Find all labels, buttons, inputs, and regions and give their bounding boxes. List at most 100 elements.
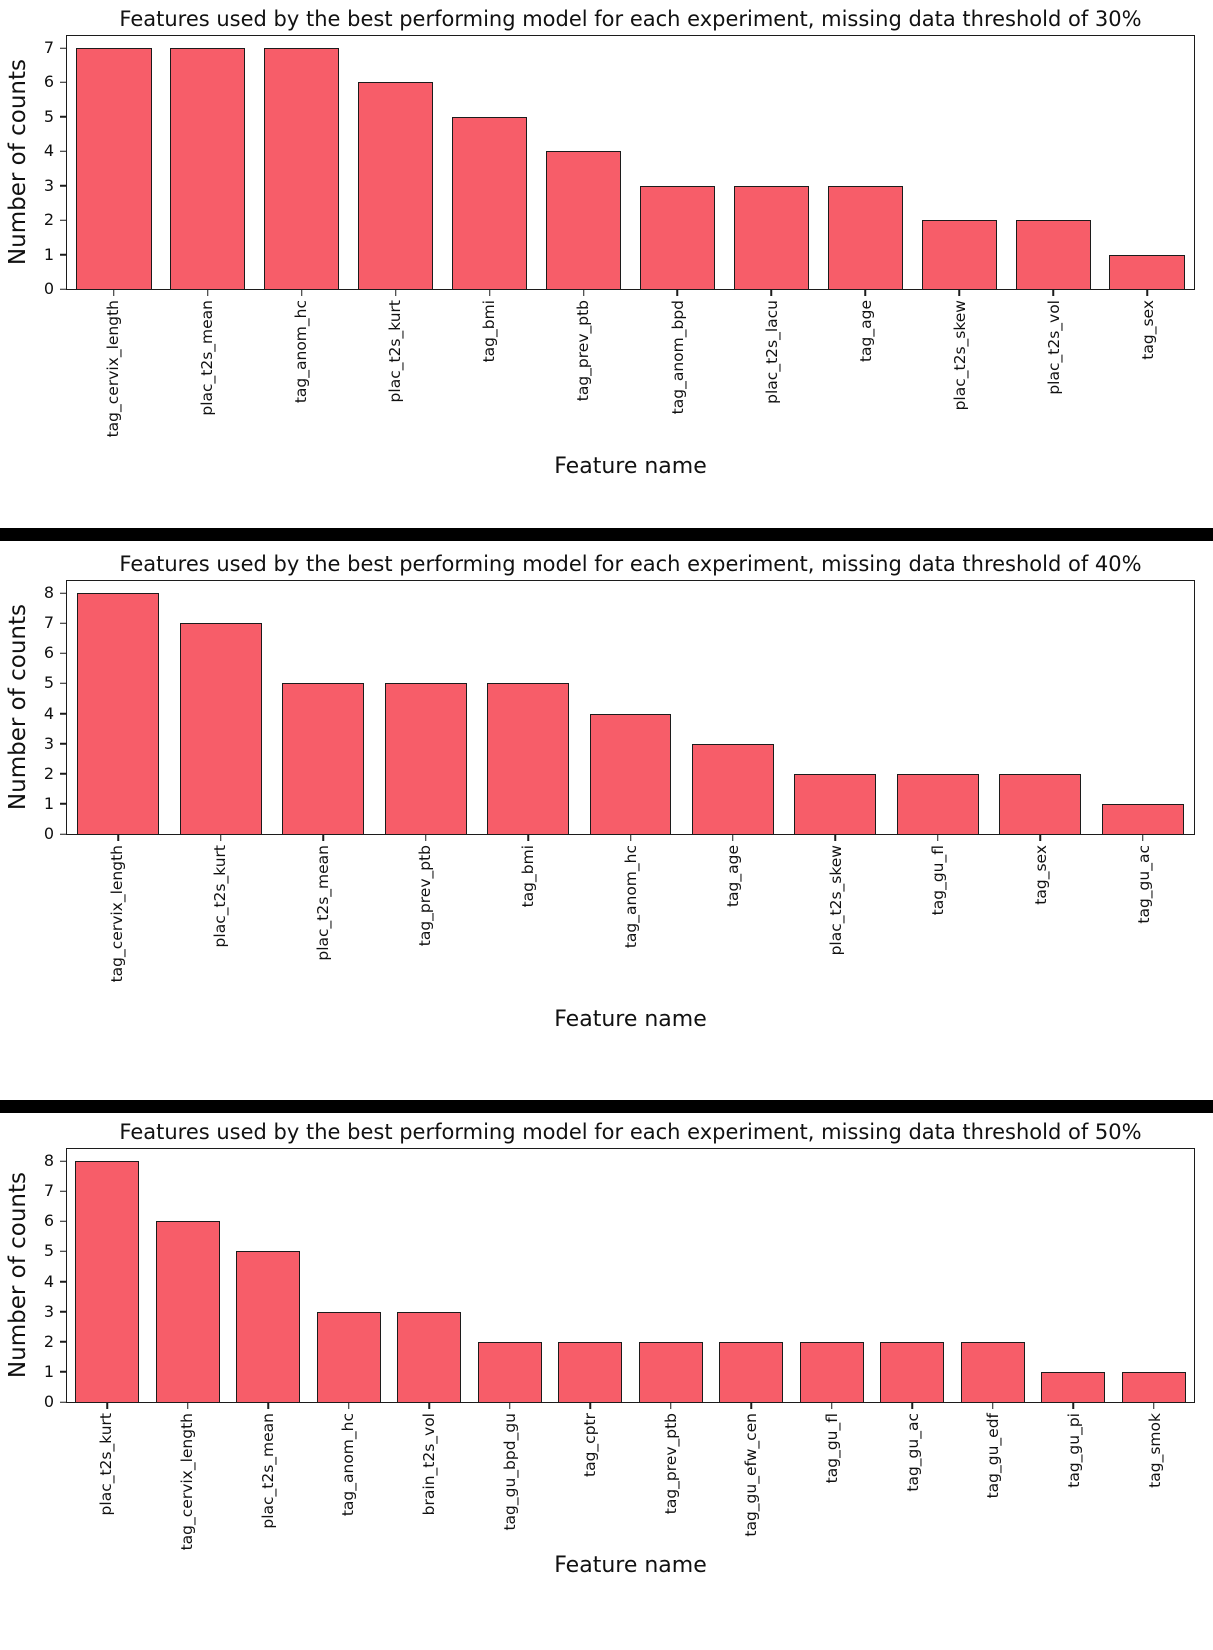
y-tick-mark — [60, 288, 67, 290]
y-tick-mark — [60, 150, 67, 153]
bar-tag_gu_pi — [1041, 1371, 1106, 1402]
x-tick-label: tag_gu_efw_cen — [742, 1413, 761, 1537]
x-tick-label: tag_bmi — [480, 300, 499, 363]
bar-tag_anom_hc — [316, 1311, 381, 1402]
y-axis-label: Number of counts — [5, 59, 31, 266]
x-tick-mark — [629, 834, 632, 841]
y-tick-label: 2 — [43, 763, 54, 783]
x-axis-label-30: Feature name — [554, 454, 707, 479]
y-tick-mark — [60, 1280, 67, 1283]
x-tick-mark — [992, 1402, 994, 1409]
y-tick-label: 6 — [43, 72, 54, 92]
x-tick-mark — [219, 834, 222, 841]
y-tick-mark — [60, 116, 67, 118]
bar-tag_bmi — [487, 683, 570, 834]
x-tick-mark — [1142, 834, 1144, 841]
x-tick-mark — [117, 834, 119, 841]
y-tick-label: 1 — [43, 793, 54, 813]
x-tick-mark — [267, 1402, 269, 1409]
plot-area-40: Number of counts 0 1 2 3 4 5 6 7 8 — [5, 580, 1195, 842]
bar-tag_age — [827, 185, 903, 289]
y-tick-mark — [60, 219, 67, 221]
bar-tag_gu_fl — [799, 1341, 864, 1402]
y-tick-label: 3 — [43, 733, 54, 753]
y-tick-mark — [60, 622, 67, 624]
x-tick-mark — [831, 1402, 833, 1409]
x-tick-label: tag_sex — [1032, 845, 1051, 905]
bar-tag_gu_edf — [960, 1341, 1025, 1402]
y-tick-mark — [60, 742, 67, 745]
x-tick-mark — [394, 289, 397, 296]
y-axis-label: Number of counts — [5, 604, 31, 811]
x-tick-mark — [113, 289, 115, 296]
x-tick-mark — [106, 1402, 108, 1409]
y-tick-label: 6 — [43, 1211, 54, 1231]
y-tick-mark — [60, 1310, 67, 1313]
x-tick-label: plac_t2s_lacu — [762, 300, 781, 404]
bar-tag_cervix_length — [77, 593, 160, 834]
y-tick-label: 4 — [43, 703, 54, 723]
bar-plac_t2s_lacu — [733, 185, 809, 289]
x-tick-mark — [1072, 1402, 1074, 1409]
bar-plac_t2s_kurt — [358, 82, 434, 289]
x-tick-label: tag_cptr — [581, 1413, 600, 1477]
chart-section-threshold-50: Features used by the best performing mod… — [0, 1113, 1213, 1637]
bar-plac_t2s_skew — [794, 773, 877, 834]
y-tick-label: 8 — [43, 583, 54, 603]
x-tick-mark — [187, 1402, 189, 1409]
bar-plac_t2s_kurt — [179, 623, 262, 834]
x-tick-mark — [428, 1402, 430, 1409]
y-tick-mark — [60, 1160, 67, 1162]
x-tick-label: tag_gu_ac — [903, 1413, 922, 1492]
y-tick-label: 0 — [43, 1392, 54, 1411]
y-tick-label: 8 — [43, 1151, 54, 1171]
x-tick-mark — [582, 289, 585, 296]
y-tick-mark — [60, 81, 67, 84]
x-tick-label: tag_age — [724, 845, 743, 908]
x-tick-labels-50: plac_t2s_kurt tag_cervix_length plac_t2s_m… — [66, 1403, 1195, 1551]
y-tick-mark — [60, 773, 67, 775]
chart-title-30: Features used by the best performing mod… — [119, 7, 1142, 31]
x-tick-label: plac_t2s_mean — [198, 300, 217, 416]
y-tick-label: 7 — [43, 613, 54, 633]
x-tick-labels-40: tag_cervix_length plac_t2s_kurt plac_t2s_m… — [66, 835, 1195, 1001]
bar-tag_cptr — [558, 1341, 623, 1402]
section-divider-1 — [0, 528, 1213, 541]
y-tick-mark — [60, 1250, 67, 1253]
x-tick-mark — [911, 1402, 913, 1409]
x-tick-mark — [1153, 1402, 1155, 1409]
x-tick-label: tag_anom_hc — [292, 300, 311, 404]
x-tick-label: brain_t2s_vol — [419, 1413, 438, 1516]
x-tick-label: tag_cervix_length — [177, 1413, 196, 1551]
x-tick-label: tag_anom_hc — [621, 845, 640, 949]
bar-plac_t2s_kurt — [75, 1161, 140, 1402]
bar-tag_anom_bpd — [639, 185, 716, 289]
chart-section-threshold-40: Features used by the best performing mod… — [0, 541, 1213, 1100]
y-tick-mark — [60, 1220, 67, 1223]
plot-area-50: Number of counts 0 1 2 3 4 5 6 7 8 — [5, 1148, 1195, 1410]
x-tick-mark — [834, 834, 837, 841]
x-tick-mark — [207, 289, 209, 296]
x-tick-label: tag_bmi — [518, 845, 537, 908]
x-tick-label: tag_smok — [1145, 1413, 1164, 1488]
y-tick-mark — [60, 682, 67, 685]
x-tick-label: plac_t2s_kurt — [97, 1413, 116, 1516]
y-tick-label: 5 — [43, 673, 54, 693]
x-tick-mark — [864, 289, 867, 296]
x-tick-label: tag_gu_bpd_gu — [500, 1413, 519, 1531]
y-tick-label: 2 — [43, 210, 54, 230]
x-tick-label: plac_t2s_mean — [258, 1413, 277, 1529]
bar-plac_t2s_vol — [1015, 220, 1091, 289]
y-axis-label-wrap: Number of counts — [1, 36, 35, 289]
x-tick-mark — [670, 1402, 672, 1409]
y-tick-mark — [60, 1401, 67, 1403]
y-tick-label: 5 — [43, 106, 54, 126]
plot-area-30: Number of counts 0 1 2 3 4 5 6 7 — [5, 35, 1195, 297]
y-tick-mark — [60, 253, 67, 256]
x-tick-mark — [322, 834, 324, 841]
y-tick-mark — [60, 1371, 67, 1373]
y-tick-label: 4 — [43, 1271, 54, 1291]
x-tick-label: tag_age — [856, 300, 875, 363]
x-tick-label: tag_prev_ptb — [416, 845, 435, 947]
y-tick-label: 0 — [43, 279, 54, 298]
